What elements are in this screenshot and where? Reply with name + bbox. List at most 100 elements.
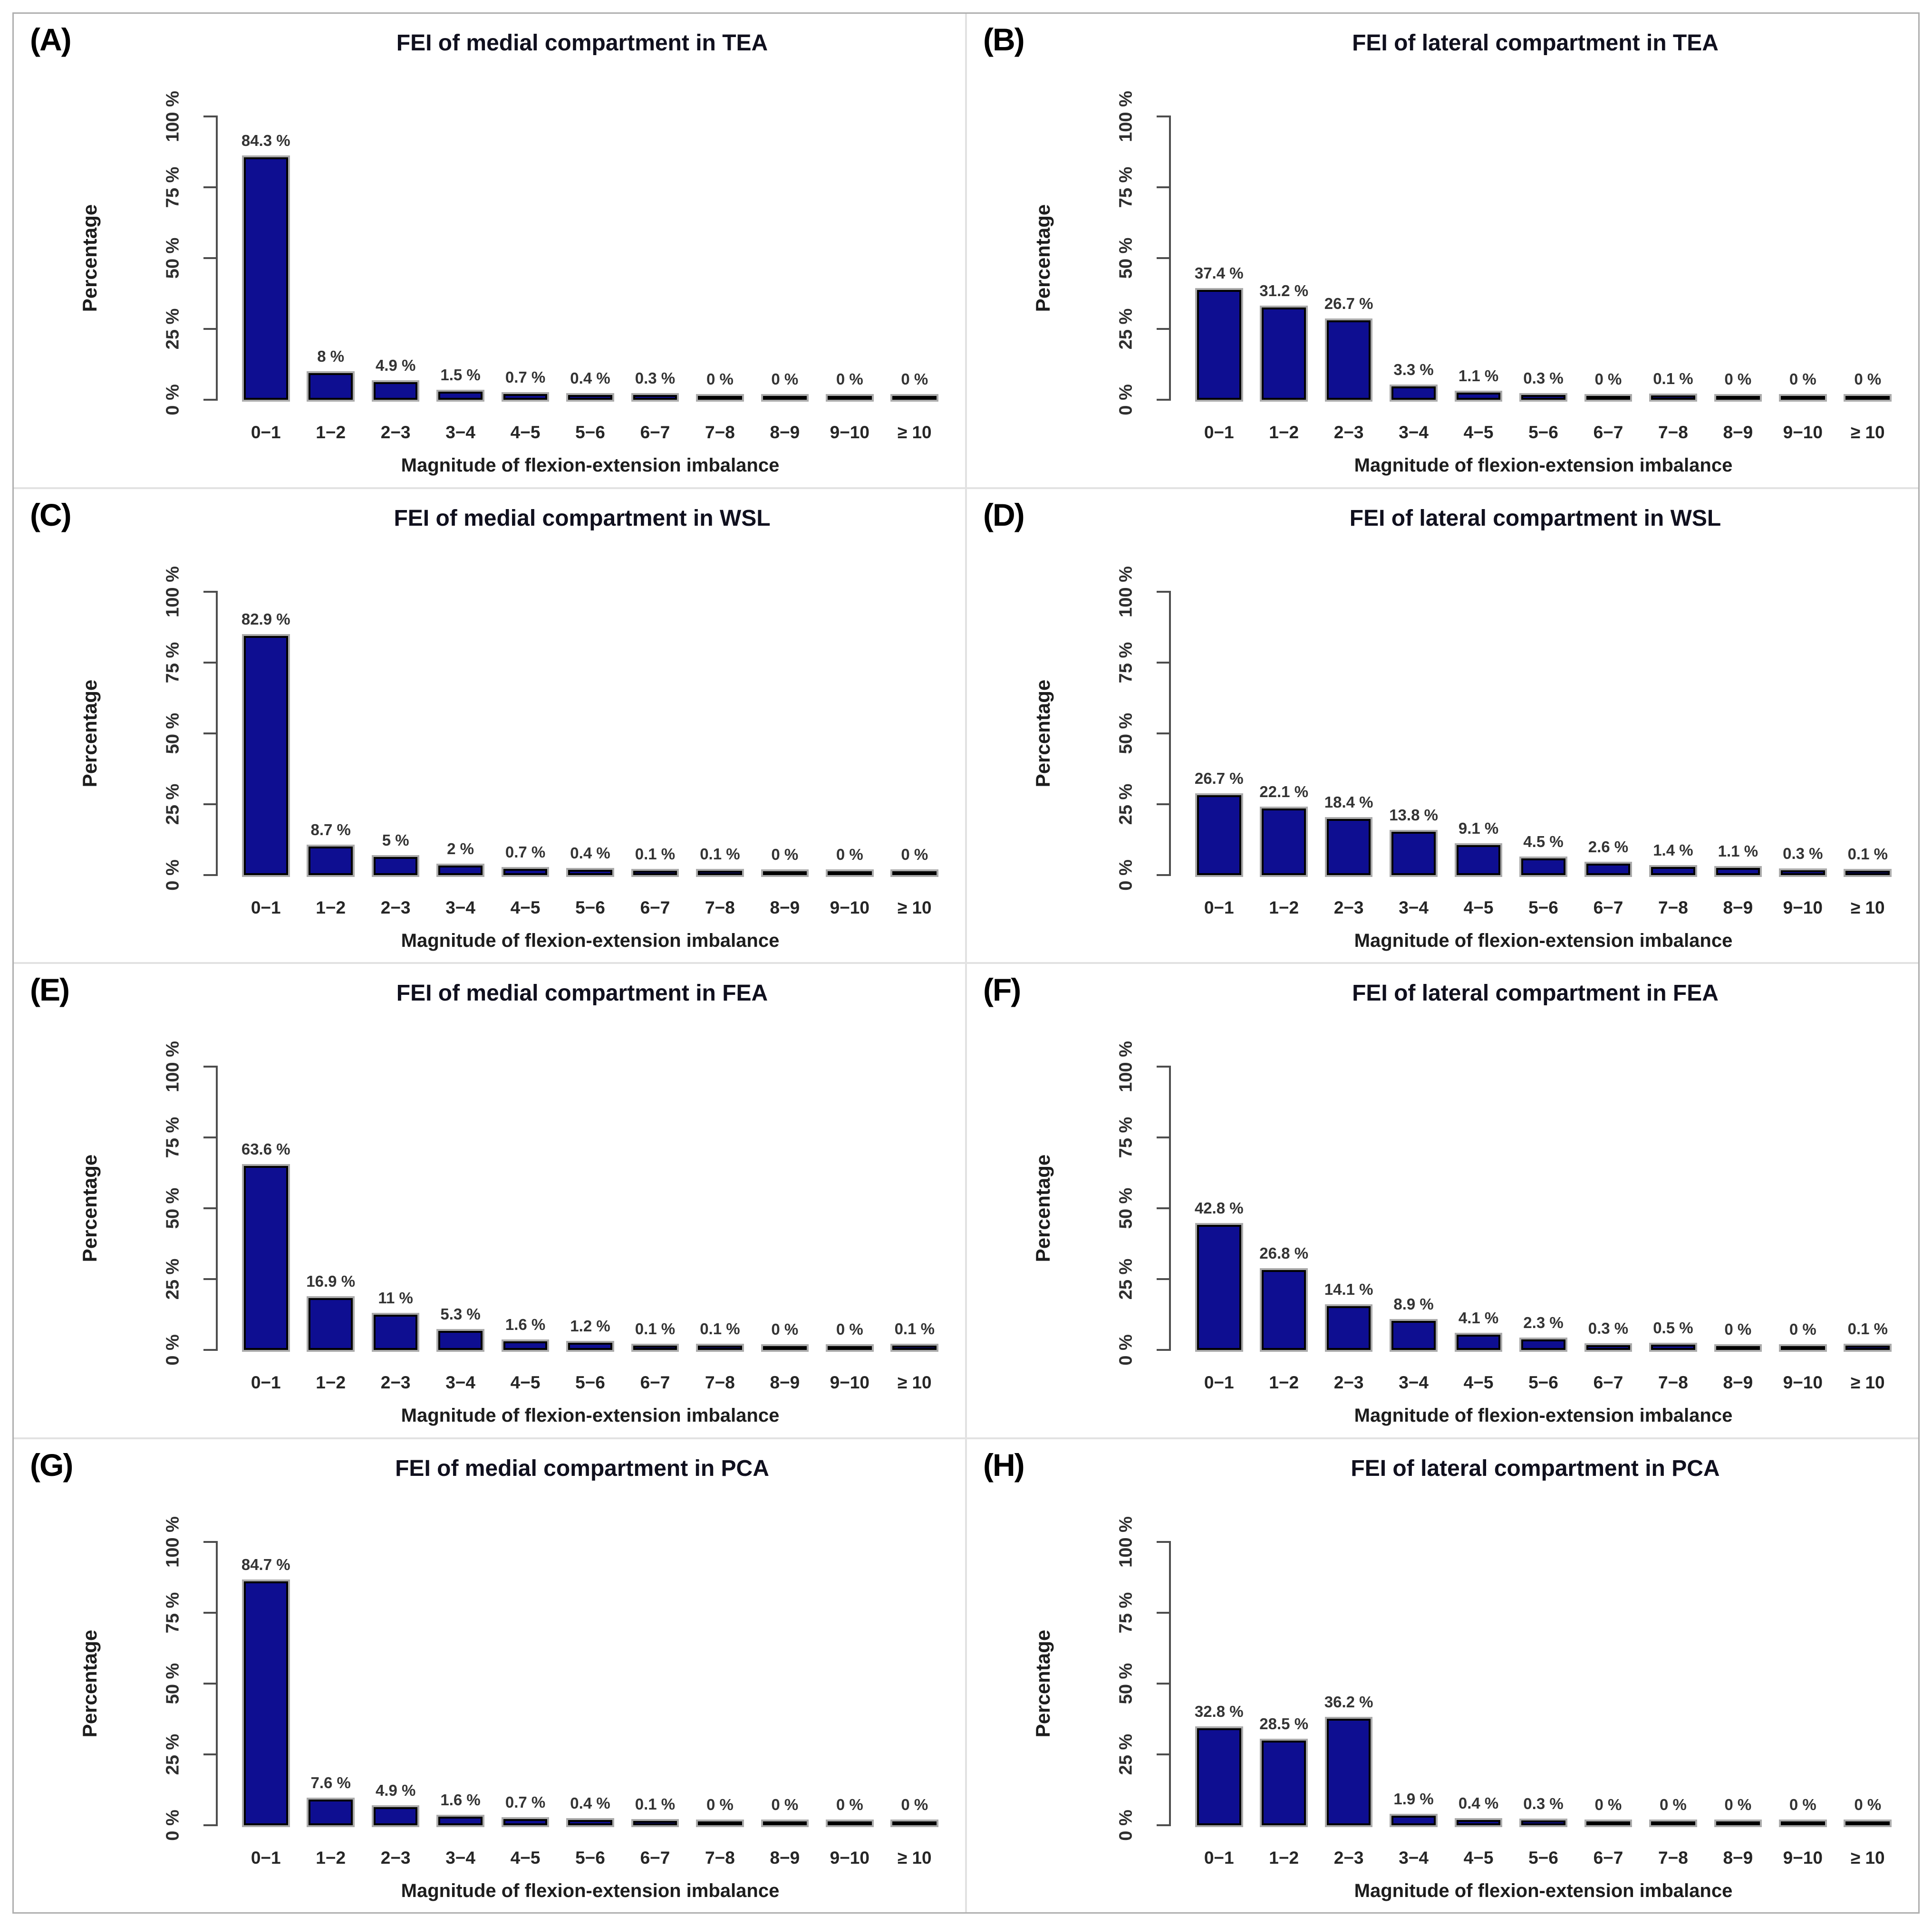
bar: [1391, 1320, 1436, 1350]
bar-value-label: 0.4 %: [570, 1794, 610, 1812]
bar: [763, 396, 807, 400]
bar-value-label: 63.6 %: [241, 1140, 290, 1158]
bar: [1391, 386, 1436, 400]
x-category-label: 0−1: [251, 1848, 281, 1868]
bar-slot: 1.4 %: [1641, 594, 1705, 875]
bar-slot: 1.1 %: [1706, 594, 1770, 875]
bar-slot: 0.7 %: [493, 118, 558, 400]
bar-slot: 26.7 %: [1187, 594, 1251, 875]
x-category-label: 1−2: [1269, 1373, 1299, 1392]
bar-value-label: 1.5 %: [440, 366, 481, 384]
bar: [243, 1165, 288, 1350]
y-axis-tick: [203, 1066, 216, 1068]
bar: [1521, 858, 1565, 875]
y-tick-label: 75 %: [163, 1592, 183, 1633]
y-tick-label: 75 %: [163, 1117, 183, 1158]
x-category-label: 2−3: [1333, 1373, 1364, 1392]
x-category-label: ≥ 10: [1850, 423, 1885, 442]
bar: [1197, 1224, 1241, 1350]
y-axis-tick: [203, 1753, 216, 1755]
x-category-label: 4−5: [1463, 1848, 1494, 1868]
y-tick-label: 100 %: [163, 1041, 183, 1092]
x-category-label: 5−6: [1528, 1373, 1558, 1392]
plot-area: Percentage Magnitude of flexion-extensio…: [14, 1439, 965, 1913]
bar: [1651, 1345, 1695, 1350]
bar-slot: 0.1 %: [1835, 594, 1900, 875]
y-tick-label: 50 %: [1116, 237, 1136, 279]
bar: [1521, 1339, 1565, 1350]
bar-value-label: 8.9 %: [1393, 1295, 1434, 1313]
bar-slot: 1.2 %: [558, 1069, 622, 1350]
y-tick-label: 25 %: [1116, 783, 1136, 825]
bar-slot: 0 %: [687, 118, 752, 400]
x-category-row: 0−1 1−2 2−3 3−4 4−5 5−6 6−7 7−8 8−9 9−10 ≥ 10: [1187, 1373, 1900, 1393]
x-category-label: 7−8: [1658, 423, 1688, 442]
y-tick-label: 0 %: [1116, 1334, 1136, 1366]
bar: [892, 1821, 937, 1825]
y-axis-label: Percentage: [1032, 204, 1054, 312]
y-tick-label: 50 %: [1116, 1663, 1136, 1704]
y-tick-label: 0 %: [163, 1334, 183, 1366]
x-category-label: 4−5: [510, 1848, 541, 1868]
bar-value-label: 2.3 %: [1523, 1314, 1564, 1332]
bar-slot: 1.5 %: [428, 118, 493, 400]
bar: [309, 373, 353, 400]
bar-slot: 0 %: [753, 594, 817, 875]
bar-value-label: 84.3 %: [241, 131, 290, 149]
x-category-row: 0−1 1−2 2−3 3−4 4−5 5−6 6−7 7−8 8−9 9−10 ≥ 10: [1187, 898, 1900, 918]
panel-letter: (E): [30, 972, 70, 1007]
bar-value-label: 4.9 %: [375, 1782, 416, 1800]
y-tick-label: 0 %: [163, 859, 183, 891]
bar-value-label: 1.6 %: [505, 1316, 546, 1334]
x-category-label: 3−4: [1399, 423, 1429, 442]
x-category-label: 2−3: [1333, 423, 1364, 442]
bar-value-label: 0.7 %: [505, 368, 546, 386]
y-tick-label: 25 %: [1116, 308, 1136, 350]
y-axis-tick: [203, 874, 216, 876]
bar: [503, 1819, 548, 1825]
bar-slot: 3.3 %: [1381, 118, 1446, 400]
y-axis: [1169, 116, 1171, 401]
x-axis-label: Magnitude of flexion-extension imbalance: [1354, 1880, 1733, 1901]
x-category-label: 1−2: [1269, 897, 1299, 917]
y-axis-tick: [1157, 1349, 1169, 1351]
bar-slot: 0 %: [882, 594, 947, 875]
bar-slot: 0 %: [817, 1069, 882, 1350]
bar-slot: 16.9 %: [298, 1069, 363, 1350]
y-tick-label: 75 %: [163, 166, 183, 208]
bar-value-label: 0 %: [1724, 1320, 1752, 1338]
x-category-label: 7−8: [705, 1373, 735, 1392]
chart-title: FEI of lateral compartment in TEA: [1352, 30, 1719, 56]
bar-value-label: 0 %: [1724, 370, 1752, 388]
bar: [698, 396, 742, 400]
bar-slot: 0 %: [1706, 1544, 1770, 1825]
bar-slot: 9.1 %: [1446, 594, 1511, 875]
y-tick-label: 100 %: [163, 91, 183, 142]
x-category-label: ≥ 10: [897, 897, 932, 917]
panel-h: (H) FEI of lateral compartment in PCA Pe…: [967, 1439, 1918, 1912]
bar-slot: 0.3 %: [1511, 1544, 1575, 1825]
bar-slot: 0 %: [1706, 1069, 1770, 1350]
bar-value-label: 0 %: [1724, 1795, 1752, 1813]
bar: [828, 871, 872, 875]
bar-slot: 14.1 %: [1316, 1069, 1381, 1350]
x-category-label: 2−3: [1333, 1848, 1364, 1868]
bars-area: 63.6 % 16.9 % 11 % 5.3 % 1.6 % 1.2 % 0.1 % 0.1 …: [233, 1069, 947, 1350]
y-axis-tick: [1157, 1753, 1169, 1755]
bar: [698, 1346, 742, 1350]
bar-slot: 32.8 %: [1187, 1544, 1251, 1825]
x-category-label: 9−10: [830, 897, 869, 917]
x-category-label: 6−7: [1593, 1848, 1623, 1868]
x-axis-label: Magnitude of flexion-extension imbalance: [401, 1880, 780, 1901]
y-axis-tick: [1157, 1541, 1169, 1543]
x-category-label: 0−1: [251, 1373, 281, 1392]
panel-letter: (A): [30, 22, 72, 57]
x-category-label: 6−7: [1593, 423, 1623, 442]
bars-area: 32.8 % 28.5 % 36.2 % 1.9 % 0.4 % 0.3 % 0 % 0 % 0…: [1187, 1544, 1900, 1825]
y-axis-label: Percentage: [1032, 1154, 1054, 1262]
bar-value-label: 32.8 %: [1194, 1703, 1244, 1721]
y-axis-tick: [203, 186, 216, 188]
panel-g: (G) FEI of medial compartment in PCA Per…: [14, 1439, 965, 1913]
y-tick-label: 0 %: [163, 1809, 183, 1841]
chart-title: FEI of medial compartment in PCA: [395, 1455, 769, 1481]
